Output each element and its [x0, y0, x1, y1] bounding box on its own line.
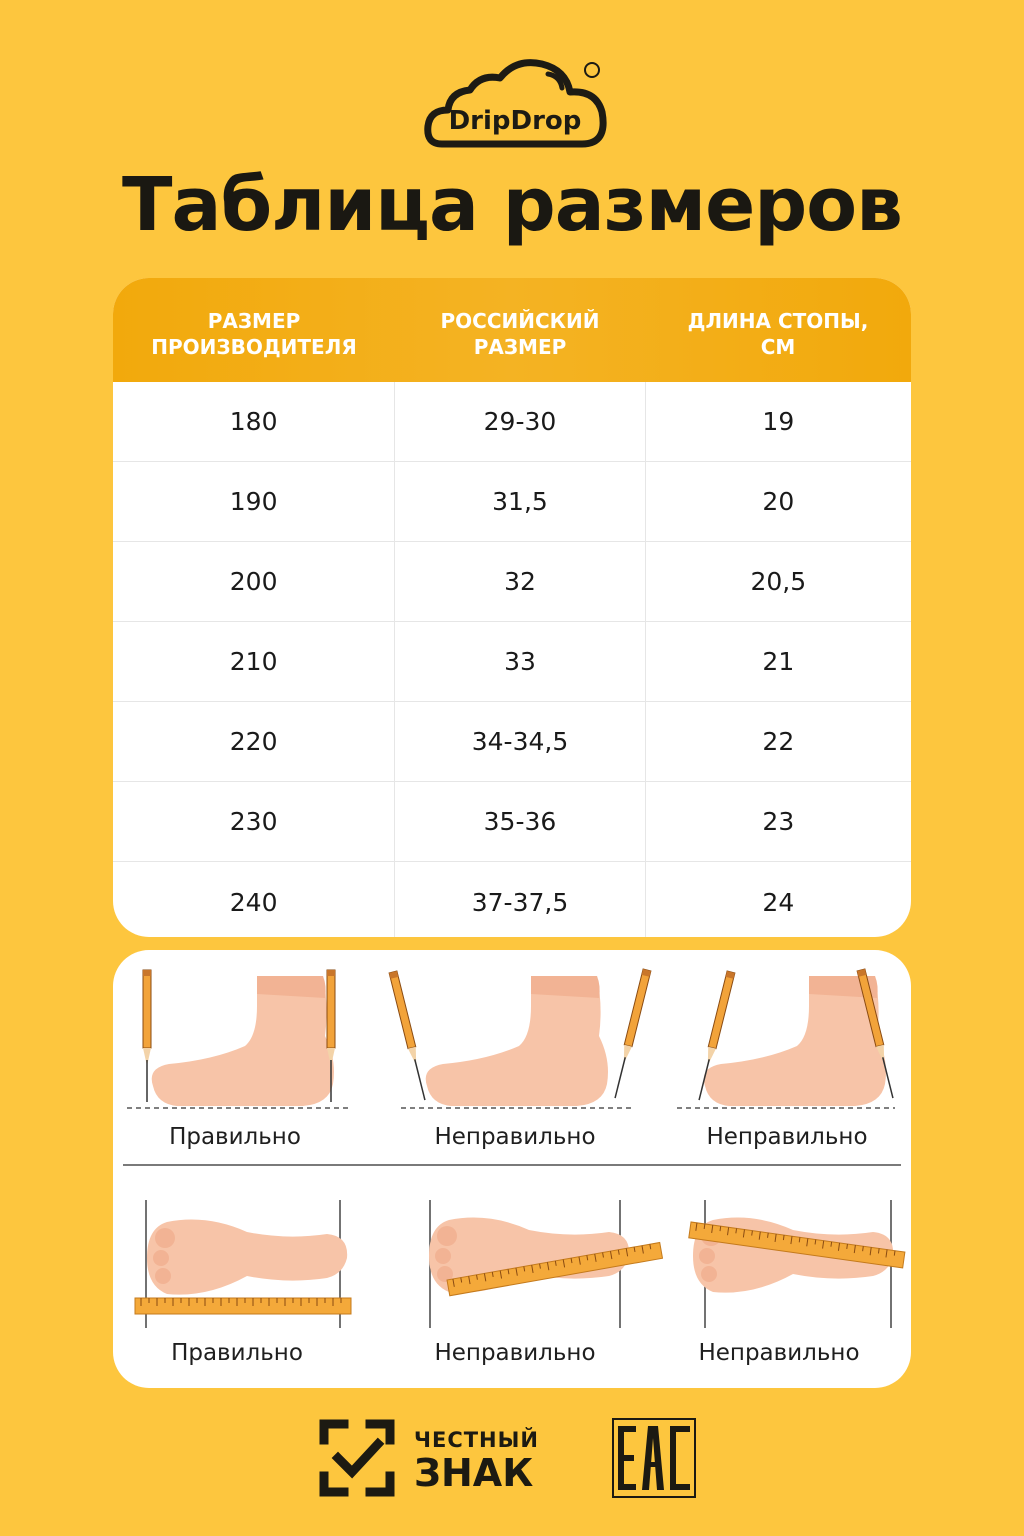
- caption-incorrect: Неправильно: [706, 1124, 868, 1150]
- cell-russian-size: 35-36: [395, 782, 646, 861]
- header-manufacturer-size: РАЗМЕР ПРОИЗВОДИТЕЛЯ: [151, 309, 357, 359]
- cell-foot-length: 23: [762, 807, 795, 836]
- foot-side-correct: [127, 969, 351, 1109]
- cell-foot-length: 22: [762, 727, 795, 756]
- brand-logo: DripDrop: [420, 52, 610, 152]
- cell-foot-length: 19: [762, 407, 795, 436]
- cloud-icon: [424, 59, 607, 148]
- table-row: 200 32 20,5: [113, 542, 911, 622]
- table-body: 180 29-30 19 190 31,5 20 200 32 20,5 210…: [113, 382, 911, 937]
- cell-manufacturer-size: 230: [113, 782, 396, 861]
- caption-correct: Правильно: [169, 1124, 301, 1150]
- table-row: 220 34-34,5 22: [113, 702, 911, 782]
- foot-top-incorrect-1: [429, 1200, 663, 1328]
- cell-foot-length: 20,5: [750, 567, 807, 596]
- caption-incorrect: Неправильно: [434, 1124, 596, 1150]
- cell-russian-size: 32: [395, 542, 646, 621]
- page-title: Таблица размеров: [122, 162, 903, 248]
- cell-foot-length: 24: [762, 888, 795, 917]
- size-table: РАЗМЕР ПРОИЗВОДИТЕЛЯ РОССИЙСКИЙ РАЗМЕР Д…: [113, 278, 911, 937]
- header-foot-length: ДЛИНА СТОПЫ, СМ: [687, 309, 869, 359]
- table-row: 230 35-36 23: [113, 782, 911, 862]
- table-row: 210 33 21: [113, 622, 911, 702]
- measurement-illustrations: [127, 968, 906, 1328]
- caption-incorrect: Неправильно: [698, 1340, 860, 1366]
- header-russian-size: РОССИЙСКИЙ РАЗМЕР: [440, 309, 600, 359]
- foot-side-incorrect-2: [677, 968, 898, 1109]
- foot-top-incorrect-2: [688, 1200, 906, 1328]
- measurement-guide: Правильно Неправильно Неправильно Правил…: [113, 950, 911, 1388]
- divider: [123, 1164, 901, 1166]
- caption-correct: Правильно: [171, 1340, 303, 1366]
- cell-manufacturer-size: 240: [113, 862, 396, 937]
- cell-russian-size: 37-37,5: [395, 862, 646, 937]
- table-header: РАЗМЕР ПРОИЗВОДИТЕЛЯ РОССИЙСКИЙ РАЗМЕР Д…: [113, 278, 911, 382]
- caption-incorrect: Неправильно: [434, 1340, 596, 1366]
- foot-top-correct: [134, 1200, 352, 1328]
- eac-mark-icon: [612, 1418, 696, 1498]
- cell-manufacturer-size: 200: [113, 542, 396, 621]
- chestny-znak-line2: ЗНАК: [414, 1451, 534, 1495]
- table-row: 240 37-37,5 24: [113, 862, 911, 937]
- cell-foot-length: 21: [762, 647, 795, 676]
- chestny-znak-line1: ЧЕСТНЫЙ: [414, 1428, 539, 1452]
- cell-foot-length: 20: [762, 487, 795, 516]
- logo-text: DripDrop: [448, 106, 582, 136]
- chestny-znak-icon: [319, 1419, 395, 1497]
- cell-manufacturer-size: 190: [113, 462, 396, 541]
- foot-side-incorrect-1: [388, 968, 652, 1109]
- cell-russian-size: 29-30: [395, 382, 646, 461]
- cell-russian-size: 33: [395, 622, 646, 701]
- cell-russian-size: 34-34,5: [395, 702, 646, 781]
- cell-russian-size: 31,5: [395, 462, 646, 541]
- table-row: 190 31,5 20: [113, 462, 911, 542]
- cell-manufacturer-size: 180: [113, 382, 396, 461]
- cell-manufacturer-size: 210: [113, 622, 396, 701]
- cell-manufacturer-size: 220: [113, 702, 396, 781]
- table-row: 180 29-30 19: [113, 382, 911, 462]
- chestny-znak-label: ЧЕСТНЫЙ ЗНАК: [414, 1428, 539, 1492]
